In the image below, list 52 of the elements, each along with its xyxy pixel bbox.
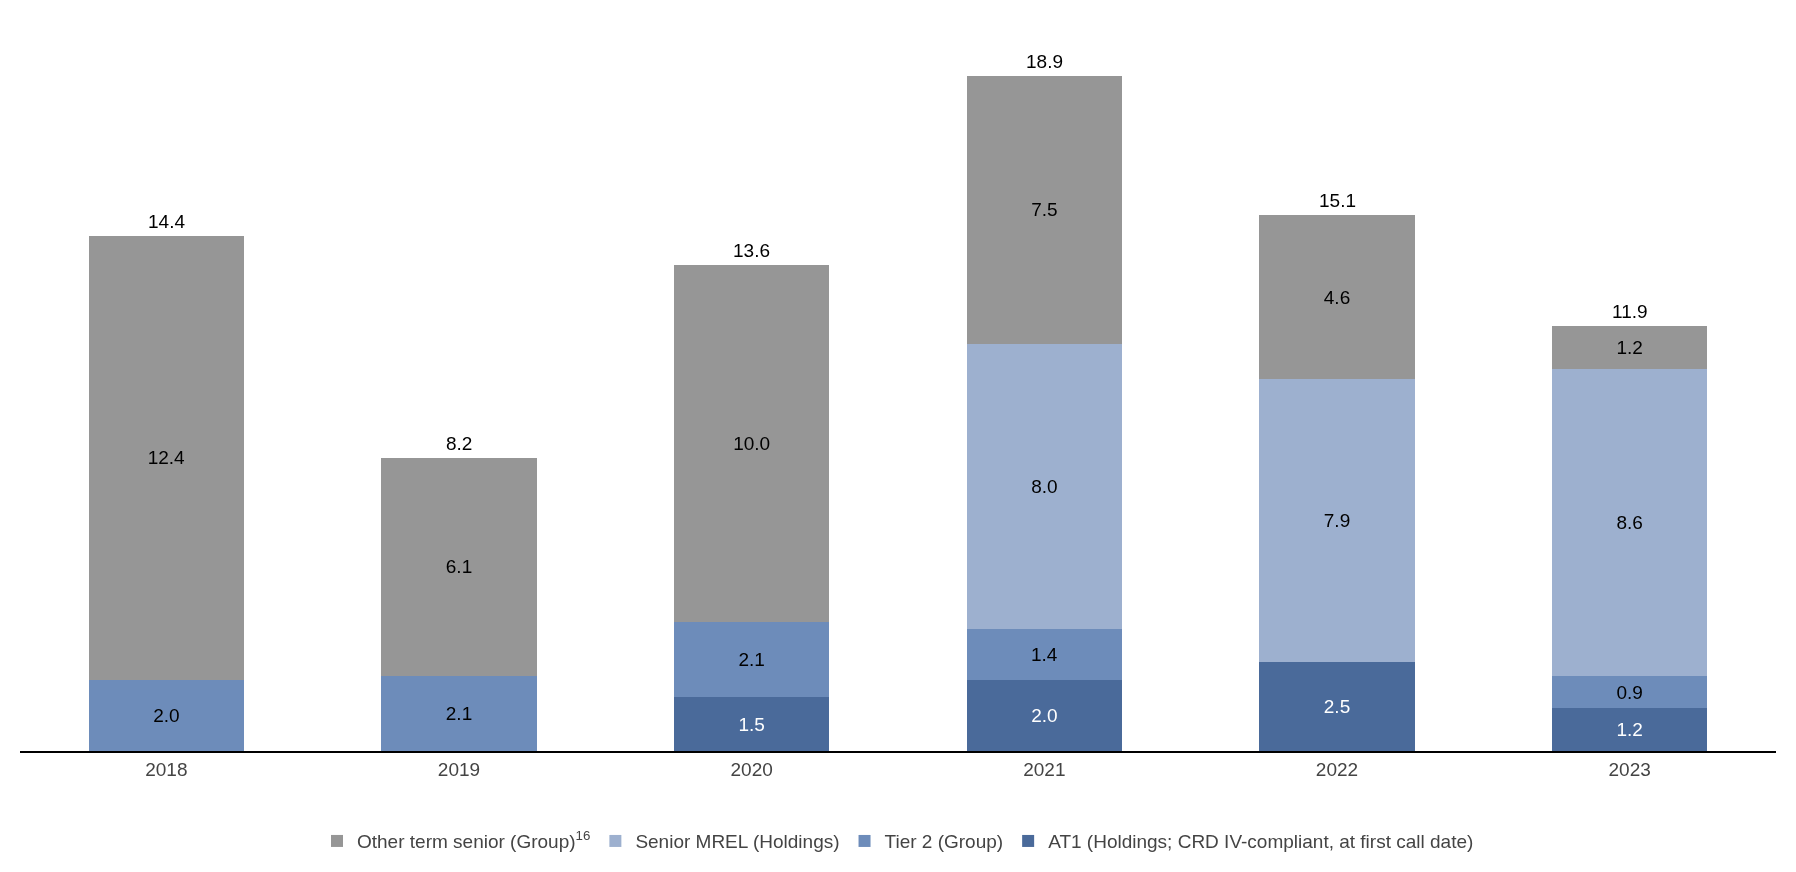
bar <box>1552 708 1708 751</box>
x-tick-label: 2023 <box>1608 758 1651 780</box>
data-label: 10.0 <box>733 433 771 455</box>
data-label: 1.4 <box>1030 644 1058 666</box>
x-tick-label: 2021 <box>1023 758 1066 780</box>
legend-label: Senior MREL (Holdings) <box>635 831 840 853</box>
data-label: 2.5 <box>1323 695 1351 717</box>
total-label: 15.1 <box>1319 190 1356 211</box>
data-label: 6.1 <box>445 556 473 578</box>
bar <box>966 343 1122 630</box>
data-label: 8.0 <box>1031 476 1058 498</box>
total-label: 8.2 <box>446 433 473 454</box>
bar <box>1259 214 1415 380</box>
bar <box>1552 675 1708 709</box>
data-label: 2.1 <box>445 702 473 724</box>
data-label: 12.4 <box>147 447 186 469</box>
bar <box>966 75 1122 344</box>
bar <box>674 622 830 698</box>
data-label: 0.9 <box>1616 681 1643 703</box>
bar <box>88 236 244 680</box>
data-label: 4.6 <box>1323 286 1351 308</box>
data-label: 2.0 <box>1031 704 1058 726</box>
bar <box>966 679 1122 751</box>
bar <box>88 679 244 751</box>
bar <box>674 264 830 623</box>
bar <box>1552 325 1708 369</box>
data-label: 2.1 <box>738 649 765 671</box>
total-label: 13.6 <box>733 240 770 261</box>
legend-label: Tier 2 (Group) <box>884 831 1004 853</box>
bar <box>674 697 830 751</box>
bar <box>381 457 537 676</box>
x-tick-label: 2020 <box>730 758 773 780</box>
bar <box>1259 661 1415 751</box>
legend-label: Other term senior (Group)$^{16}$ <box>357 828 591 853</box>
x-tick-label: 2022 <box>1315 758 1359 780</box>
total-label: 14.4 <box>148 211 186 232</box>
bar <box>1259 379 1415 662</box>
legend-label: AT1 (Holdings; CRD IV-compliant, at first call date) <box>1048 831 1474 853</box>
x-tick-label: 2019 <box>437 758 481 780</box>
bar <box>1552 368 1708 676</box>
data-label: 2.0 <box>153 704 180 726</box>
data-label: 8.6 <box>1616 511 1643 533</box>
bar <box>381 675 537 751</box>
data-label: 7.9 <box>1323 509 1351 531</box>
data-label: 1.2 <box>1616 719 1643 741</box>
data-label: 1.2 <box>1616 336 1643 358</box>
data-label: 1.5 <box>738 713 765 735</box>
total-label: 18.9 <box>1026 51 1063 72</box>
bar <box>966 629 1122 680</box>
total-label: 11.9 <box>1612 301 1648 322</box>
data-label: 7.5 <box>1031 199 1058 221</box>
x-tick-label: 2018 <box>145 758 188 780</box>
